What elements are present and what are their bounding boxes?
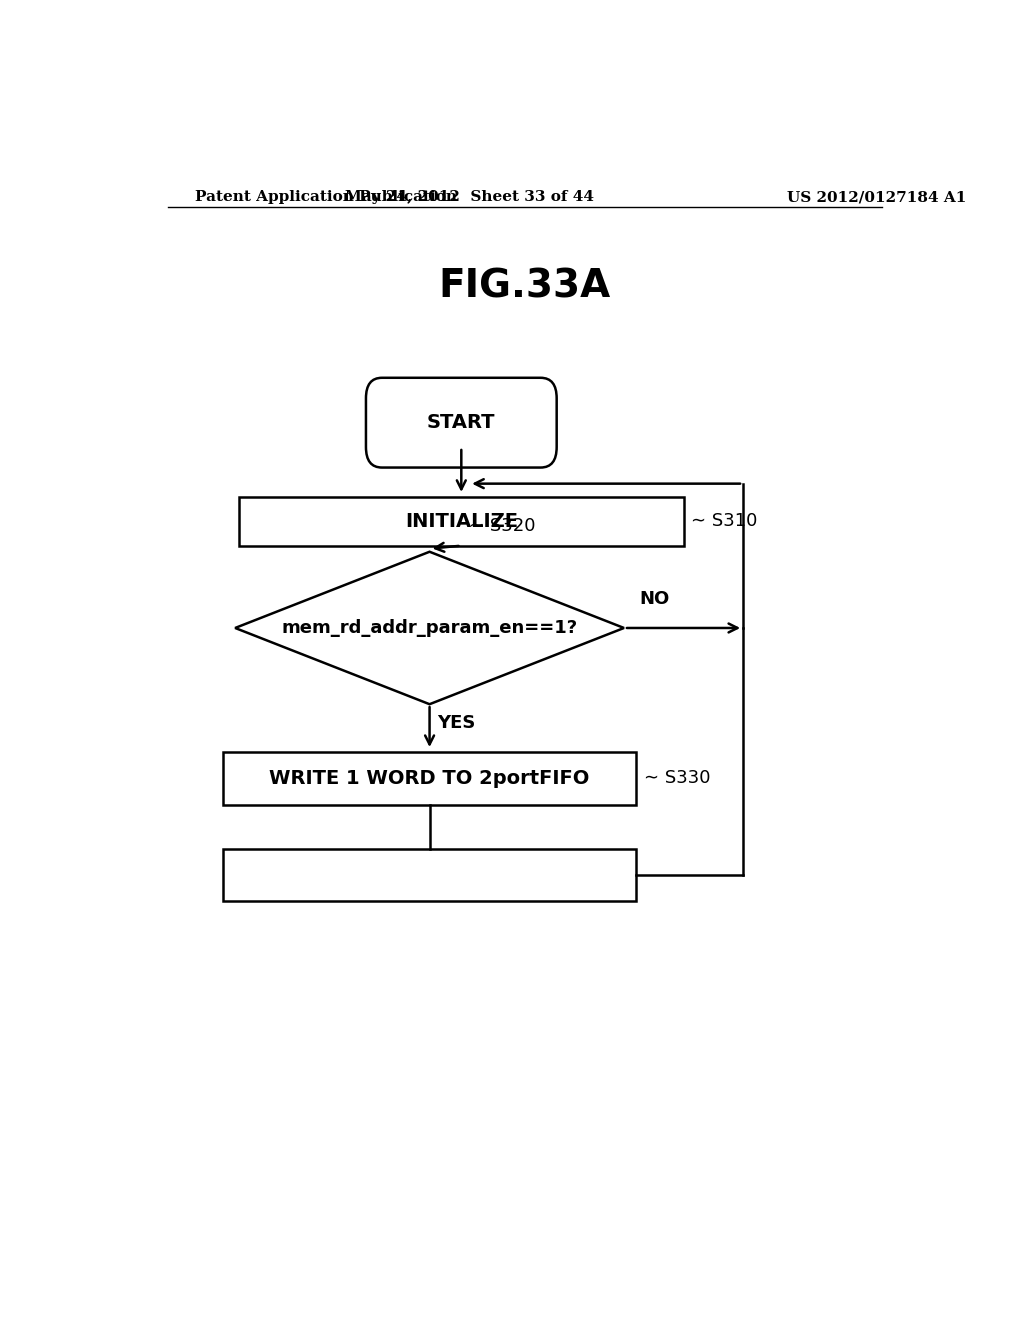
Text: WRITE 1 WORD TO 2portFIFO: WRITE 1 WORD TO 2portFIFO [269,770,590,788]
FancyBboxPatch shape [366,378,557,467]
Text: ∼ S330: ∼ S330 [644,770,711,788]
Text: ∼ S320: ∼ S320 [469,517,536,536]
Text: Patent Application Publication: Patent Application Publication [196,190,458,205]
Text: FIG.33A: FIG.33A [438,268,611,305]
Text: ∼ S310: ∼ S310 [691,512,758,531]
Text: mem_rd_addr_param_en==1?: mem_rd_addr_param_en==1? [282,619,578,638]
Bar [223,849,636,902]
Text: US 2012/0127184 A1: US 2012/0127184 A1 [786,190,966,205]
Text: YES: YES [437,714,476,733]
Text: NO: NO [640,590,670,607]
Polygon shape [236,552,624,704]
Text: INITIALIZE: INITIALIZE [404,512,518,531]
Bar [239,496,684,545]
Text: May 24, 2012  Sheet 33 of 44: May 24, 2012 Sheet 33 of 44 [345,190,594,205]
Text: START: START [427,413,496,432]
Bar [223,752,636,805]
